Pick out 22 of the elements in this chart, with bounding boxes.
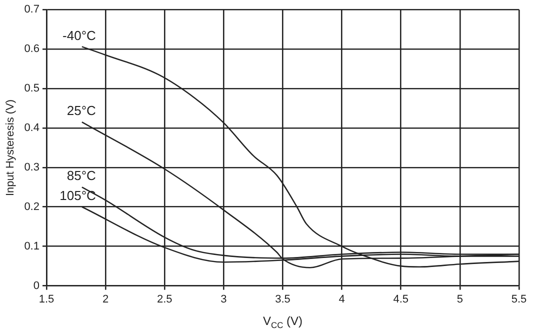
y-tick-label: 0	[33, 280, 40, 292]
x-tick-label: 3	[220, 293, 227, 306]
y-axis-title: Input Hysteresis (V)	[4, 99, 17, 196]
x-tick-label: 1.5	[38, 293, 54, 306]
x-tick-label: 2.5	[156, 293, 172, 306]
annotation: 105°C	[60, 188, 96, 203]
x-tick-label: 3.5	[275, 293, 290, 306]
annotation: 85°C	[66, 168, 96, 184]
y-tick-label: 0.3	[24, 161, 40, 174]
x-tick-label: 5	[456, 293, 463, 306]
x-tick-label: 4	[338, 293, 345, 306]
y-tick-label: 0.4	[24, 122, 40, 134]
y-tick-label: 0.1	[24, 240, 40, 252]
y-tick-label: 0.2	[24, 200, 40, 213]
y-tick-label: 0.7	[24, 4, 40, 16]
x-tick-label: 5.5	[511, 293, 527, 306]
x-tick-label: 2	[102, 293, 109, 306]
annotation: 25°C	[66, 103, 96, 118]
annotation: -40°C	[62, 28, 96, 43]
x-tick-label: 4.5	[393, 293, 409, 306]
y-tick-label: 0.5	[24, 82, 40, 95]
y-tick-label: 0.6	[24, 43, 40, 56]
